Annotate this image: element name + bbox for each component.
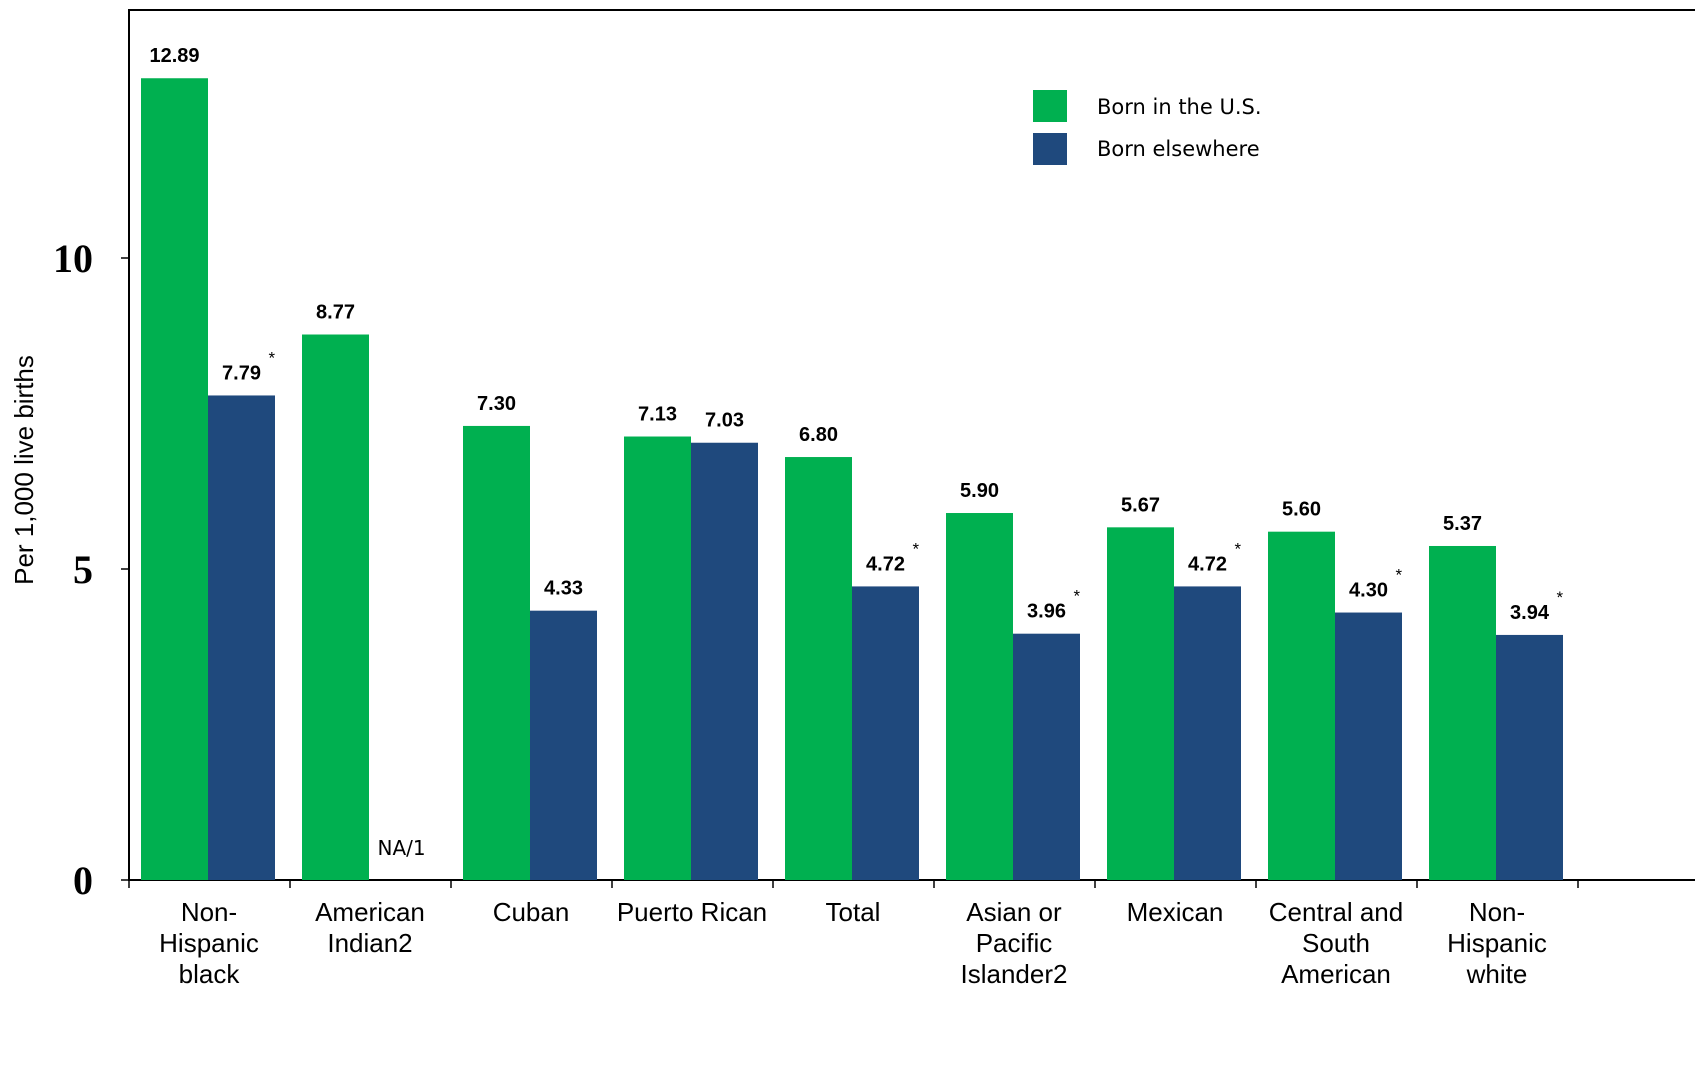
legend: Born in the U.S. Born elsewhere xyxy=(1033,90,1262,165)
category-label: Hispanic xyxy=(1447,928,1547,958)
significance-marker: * xyxy=(1557,588,1564,607)
significance-marker: * xyxy=(1235,539,1242,558)
bar-born-us xyxy=(624,436,691,880)
category-label: Indian2 xyxy=(327,928,412,958)
category-label: black xyxy=(179,959,241,989)
y-tick-label: 10 xyxy=(53,236,93,281)
data-label: 7.13 xyxy=(638,404,677,426)
category-label: Non- xyxy=(1469,897,1525,927)
bar-born-us xyxy=(785,457,852,880)
category-label: American xyxy=(1281,959,1391,989)
category-label: Islander2 xyxy=(961,959,1068,989)
significance-marker: * xyxy=(269,348,276,367)
bar-born-us xyxy=(946,513,1013,880)
data-label-na: NA/1 xyxy=(378,836,426,860)
category-label: South xyxy=(1302,928,1370,958)
data-label: 4.72 xyxy=(866,553,905,575)
bar-born-us xyxy=(463,425,530,880)
data-label: 4.30 xyxy=(1349,580,1388,602)
significance-marker: * xyxy=(1396,566,1403,585)
category-label: Hispanic xyxy=(159,928,259,958)
category-label: Puerto Rican xyxy=(617,897,767,927)
legend-swatch-us xyxy=(1033,90,1067,122)
bar-born-us xyxy=(1429,545,1496,880)
data-label: 3.94 xyxy=(1510,602,1550,624)
bar-born-us xyxy=(141,78,208,880)
data-label: 5.37 xyxy=(1443,513,1482,535)
y-tick-label: 5 xyxy=(73,547,93,592)
category-label: Central and xyxy=(1269,897,1403,927)
bar-born-elsewhere xyxy=(1335,612,1402,880)
data-label: 7.30 xyxy=(477,393,516,415)
bar-born-us xyxy=(302,334,369,881)
category-label: white xyxy=(1466,959,1528,989)
legend-swatch-elsewhere xyxy=(1033,133,1067,165)
legend-label-elsewhere: Born elsewhere xyxy=(1097,137,1260,161)
bar-born-elsewhere xyxy=(691,442,758,880)
y-tick-label: 0 xyxy=(73,858,93,903)
category-label: Asian or xyxy=(966,897,1062,927)
data-label: 7.79 xyxy=(222,362,261,384)
y-axis-label: Per 1,000 live births xyxy=(9,355,39,585)
bar-born-elsewhere xyxy=(208,395,275,880)
category-label: Non- xyxy=(181,897,237,927)
data-label: 5.60 xyxy=(1282,499,1321,521)
data-label: 7.03 xyxy=(705,410,744,432)
data-label: 6.80 xyxy=(799,424,838,446)
bar-born-elsewhere xyxy=(1013,633,1080,880)
bar-born-us xyxy=(1268,531,1335,880)
data-label: 3.96 xyxy=(1027,601,1066,623)
category-label: Total xyxy=(826,897,881,927)
data-label: 5.67 xyxy=(1121,494,1160,516)
significance-marker: * xyxy=(1074,587,1081,606)
bar-born-elsewhere xyxy=(1496,634,1563,880)
bar-born-elsewhere xyxy=(530,610,597,880)
significance-marker: * xyxy=(913,539,920,558)
bar-born-us xyxy=(1107,527,1174,880)
data-label: 5.90 xyxy=(960,480,999,502)
category-label: American xyxy=(315,897,425,927)
bar-born-elsewhere xyxy=(852,586,919,880)
category-label: Pacific xyxy=(976,928,1053,958)
data-label: 4.72 xyxy=(1188,553,1227,575)
category-label: Cuban xyxy=(493,897,570,927)
data-label: 4.33 xyxy=(544,578,583,600)
data-label: 12.89 xyxy=(149,45,199,67)
legend-label-us: Born in the U.S. xyxy=(1097,95,1262,119)
bar-born-elsewhere xyxy=(1174,586,1241,880)
category-label: Mexican xyxy=(1127,897,1224,927)
data-label: 8.77 xyxy=(316,302,355,324)
